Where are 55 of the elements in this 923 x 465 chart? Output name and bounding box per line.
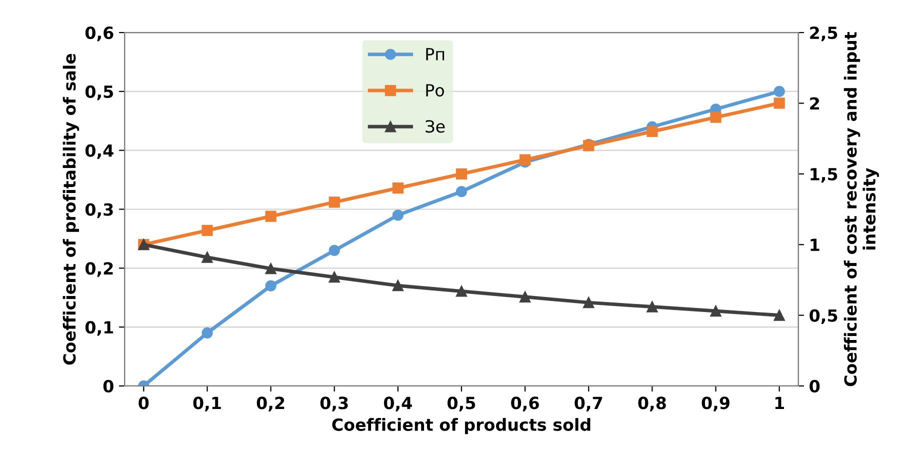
point bbox=[646, 126, 658, 138]
legend-label: Зе bbox=[426, 120, 445, 133]
point bbox=[265, 210, 276, 222]
point bbox=[710, 305, 722, 317]
x-tick-label: 0,2 bbox=[256, 396, 284, 412]
legend-label: Рп bbox=[426, 48, 444, 60]
point bbox=[328, 272, 340, 283]
y-tick-label: 0,6 bbox=[85, 26, 114, 42]
point bbox=[456, 168, 468, 180]
y-tick-label: 0,4 bbox=[85, 144, 114, 160]
y2-tick-label: 0 bbox=[810, 380, 820, 393]
point bbox=[774, 310, 785, 321]
x-tick-label: 0,6 bbox=[511, 396, 539, 412]
point bbox=[328, 244, 340, 256]
point bbox=[774, 98, 785, 109]
y2-tick-label: 0,5 bbox=[810, 309, 838, 324]
x-tick-label: 0,3 bbox=[320, 396, 348, 412]
point bbox=[392, 210, 404, 221]
y2-tick-label: 1,5 bbox=[810, 168, 838, 183]
y-tick-label: 0,5 bbox=[85, 85, 114, 100]
point bbox=[646, 301, 658, 312]
point bbox=[328, 196, 340, 208]
x-tick-label: 0,1 bbox=[193, 396, 221, 412]
point bbox=[202, 224, 213, 236]
x-tick-label: 0,9 bbox=[702, 396, 730, 412]
x-tick-label: 0,8 bbox=[638, 396, 666, 412]
point bbox=[520, 291, 531, 302]
point bbox=[202, 252, 213, 263]
point bbox=[202, 327, 213, 338]
legend-label: Ро bbox=[426, 84, 444, 97]
point bbox=[456, 186, 468, 198]
x-tick-label: 0,4 bbox=[384, 396, 412, 412]
point bbox=[392, 182, 404, 194]
point bbox=[456, 286, 468, 297]
x-tick-label: 1 bbox=[775, 396, 784, 410]
point bbox=[265, 263, 276, 274]
point bbox=[520, 154, 531, 166]
y-tick-label: 0,1 bbox=[85, 321, 114, 336]
y-tick-label: 0,3 bbox=[85, 203, 113, 218]
y-tick-label: 0 bbox=[103, 380, 114, 393]
y2-tick-label: 2,5 bbox=[810, 26, 838, 42]
point bbox=[583, 296, 594, 308]
point bbox=[392, 280, 404, 292]
y2-axis-title: Coefficient of cost recovery and input intensity bbox=[844, 32, 879, 386]
point bbox=[265, 280, 276, 292]
y-axis-title: Coefficient of profitability of sale bbox=[62, 54, 80, 365]
point bbox=[710, 112, 722, 123]
y2-tick-label: 2 bbox=[810, 97, 819, 110]
x-tick-label: 0,5 bbox=[448, 396, 476, 412]
x-tick-label: 0 bbox=[138, 396, 149, 410]
y-tick-label: 0,2 bbox=[85, 262, 113, 277]
point bbox=[774, 86, 785, 98]
y2-tick-label: 1 bbox=[810, 238, 820, 251]
x-tick-label: 0,7 bbox=[574, 396, 602, 412]
x-axis-title: Coefficient of products sold bbox=[332, 418, 590, 434]
